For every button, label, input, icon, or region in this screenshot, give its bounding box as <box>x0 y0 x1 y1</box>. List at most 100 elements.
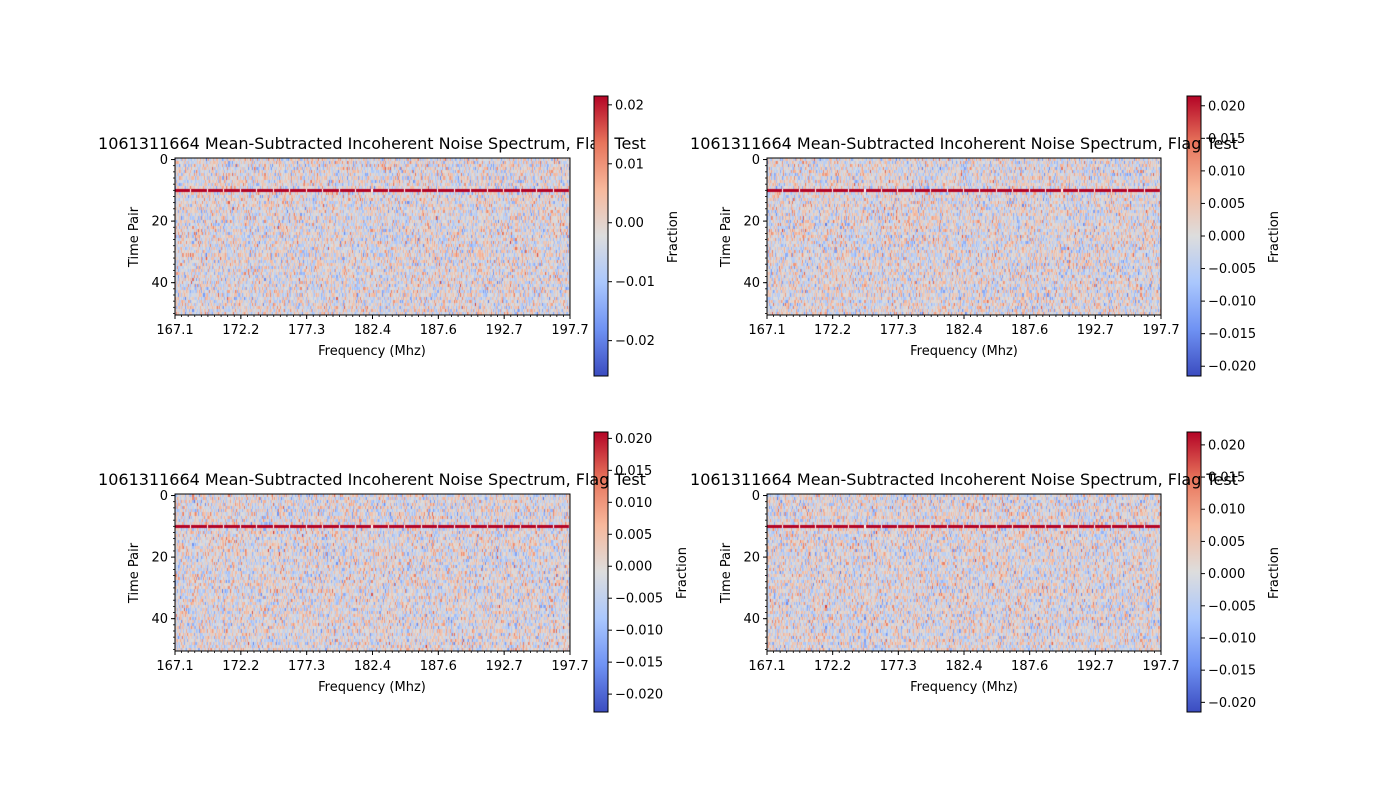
colorbar-tick-label: 0.005 <box>1208 535 1245 550</box>
x-tick-label: 187.6 <box>1011 323 1048 338</box>
colorbar-tick-label: 0.000 <box>1208 567 1245 582</box>
colorbar <box>1186 95 1202 377</box>
x-tick-label: 197.7 <box>1142 659 1179 674</box>
colorbar-tick-label: 0.005 <box>615 528 652 543</box>
x-tick-label: 197.7 <box>551 323 588 338</box>
y-tick-group: 0 20 40 <box>151 489 175 650</box>
colorbar-tick-label: 0.01 <box>615 157 644 172</box>
x-tick-label: 187.6 <box>1011 659 1048 674</box>
x-tick-label: 182.4 <box>354 323 391 338</box>
heatmap-panel-top-left: 1061311664 Mean-Subtracted Incoherent No… <box>98 95 681 377</box>
y-tick-label: 20 <box>151 215 168 230</box>
colorbar-tick-label: 0.015 <box>1208 132 1245 147</box>
x-tick-label: 167.1 <box>156 323 193 338</box>
x-axis-label: Frequency (Mhz) <box>910 680 1018 695</box>
colorbar-tick-label: −0.005 <box>615 592 663 607</box>
colorbar-tick-label: 0.020 <box>1208 438 1245 453</box>
y-tick-label: 0 <box>160 489 168 504</box>
x-axis-label: Frequency (Mhz) <box>318 344 426 359</box>
x-tick-label: 172.2 <box>222 659 259 674</box>
x-tick-label: 192.7 <box>1077 659 1114 674</box>
colorbar-tick-label: −0.010 <box>1208 631 1256 646</box>
x-tick-label: 182.4 <box>354 659 391 674</box>
x-tick-group: 167.1 172.2 177.3 182.4 187.6 192.7 197.7 <box>156 651 589 674</box>
y-tick-group: 0 20 40 <box>151 153 175 314</box>
x-tick-label: 172.2 <box>222 323 259 338</box>
y-tick-label: 40 <box>743 276 760 291</box>
y-tick-label: 0 <box>160 153 168 168</box>
colorbar-tick-label: 0.00 <box>615 216 644 231</box>
y-tick-label: 40 <box>151 276 168 291</box>
x-tick-label: 167.1 <box>748 659 785 674</box>
x-tick-label: 182.4 <box>945 659 982 674</box>
x-tick-label: 167.1 <box>156 659 193 674</box>
panel-title: 1061311664 Mean-Subtracted Incoherent No… <box>98 470 646 489</box>
x-tick-group: 167.1 172.2 177.3 182.4 187.6 192.7 197.7 <box>748 315 1180 338</box>
colorbar-label: Fraction <box>675 547 690 599</box>
x-tick-label: 192.7 <box>486 323 523 338</box>
colorbar-tick-label: −0.020 <box>615 688 663 703</box>
x-tick-label: 187.6 <box>420 323 457 338</box>
y-tick-label: 40 <box>743 612 760 627</box>
heatmap-image <box>767 158 1161 315</box>
x-axis-label: Frequency (Mhz) <box>318 680 426 695</box>
colorbar-tick-label: 0.010 <box>1208 164 1245 179</box>
colorbar <box>1186 431 1202 713</box>
x-axis-label: Frequency (Mhz) <box>910 344 1018 359</box>
colorbar-tick-label: 0.010 <box>1208 503 1245 518</box>
x-tick-label: 167.1 <box>748 323 785 338</box>
x-tick-label: 177.3 <box>880 323 917 338</box>
x-tick-label: 177.3 <box>288 323 325 338</box>
x-tick-label: 177.3 <box>288 659 325 674</box>
x-tick-label: 187.6 <box>420 659 457 674</box>
colorbar-tick-label: −0.015 <box>615 656 663 671</box>
x-tick-label: 197.7 <box>1142 323 1179 338</box>
y-axis-label: Time Pair <box>127 206 142 268</box>
colorbar-tick-label: −0.005 <box>1208 599 1256 614</box>
heatmap-panel-bottom-right: 0.020 0.015 0.010 0.005 0.000 −0.005 −0.010 −0.… <box>690 431 1282 713</box>
colorbar-tick-label: −0.020 <box>1208 696 1256 711</box>
heatmap-image <box>175 494 570 651</box>
colorbar-tick-label: 0.015 <box>615 464 652 479</box>
colorbar-tick-label: −0.015 <box>1208 327 1256 342</box>
panel-title: 1061311664 Mean-Subtracted Incoherent No… <box>98 134 646 153</box>
x-tick-group: 167.1 172.2 177.3 182.4 187.6 192.7 197.7 <box>748 651 1180 674</box>
y-axis-label: Time Pair <box>719 206 734 268</box>
colorbar-tick-label: −0.005 <box>1208 262 1256 277</box>
colorbar-tick-label: −0.015 <box>1208 664 1256 679</box>
y-tick-group: 0 20 40 <box>743 489 767 650</box>
x-tick-label: 172.2 <box>814 659 851 674</box>
x-tick-label: 172.2 <box>814 323 851 338</box>
y-tick-label: 20 <box>151 551 168 566</box>
y-tick-label: 20 <box>743 551 760 566</box>
colorbar-tick-label: 0.015 <box>1208 471 1245 486</box>
y-tick-group: 0 20 40 <box>743 153 767 314</box>
x-tick-label: 192.7 <box>1077 323 1114 338</box>
y-tick-label: 20 <box>743 215 760 230</box>
colorbar-label: Fraction <box>1267 547 1282 599</box>
y-tick-label: 0 <box>752 153 760 168</box>
heatmap-image <box>767 494 1161 651</box>
colorbar-tick-label: 0.000 <box>615 560 652 575</box>
colorbar-tick-label: 0.020 <box>615 432 652 447</box>
colorbar-tick-label: 0.02 <box>615 98 644 113</box>
colorbar-tick-label: 0.020 <box>1208 99 1245 114</box>
y-tick-label: 0 <box>752 489 760 504</box>
colorbar-tick-group: 0.020 0.015 0.010 0.005 0.000 −0.005 −0.010 −0.… <box>1201 438 1256 711</box>
colorbar-tick-group: 0.020 0.015 0.010 0.005 0.000 −0.005 −0.010 −0.… <box>1201 99 1256 375</box>
heatmap-panel-top-right: 0.020 0.015 0.010 0.005 0.000 −0.005 −0.010 −0.… <box>690 95 1282 377</box>
heatmap-panel-bottom-left: 0.020 0.015 0.010 0.005 0.000 −0.005 −0.010 −0.… <box>98 431 690 713</box>
heatmap-image <box>175 158 570 315</box>
x-tick-group: 167.1 172.2 177.3 182.4 187.6 192.7 197.7 <box>156 315 589 338</box>
colorbar-tick-label: −0.020 <box>1208 360 1256 375</box>
x-tick-label: 177.3 <box>880 659 917 674</box>
colorbar-tick-label: 0.005 <box>1208 197 1245 212</box>
y-axis-label: Time Pair <box>127 542 142 604</box>
x-tick-label: 197.7 <box>551 659 588 674</box>
colorbar-tick-label: −0.010 <box>1208 295 1256 310</box>
panel-title: 1061311664 Mean-Subtracted Incoherent No… <box>690 134 1238 153</box>
colorbar <box>593 431 609 713</box>
colorbar-tick-group: 0.020 0.015 0.010 0.005 0.000 −0.005 −0.010 −0.… <box>608 432 663 703</box>
